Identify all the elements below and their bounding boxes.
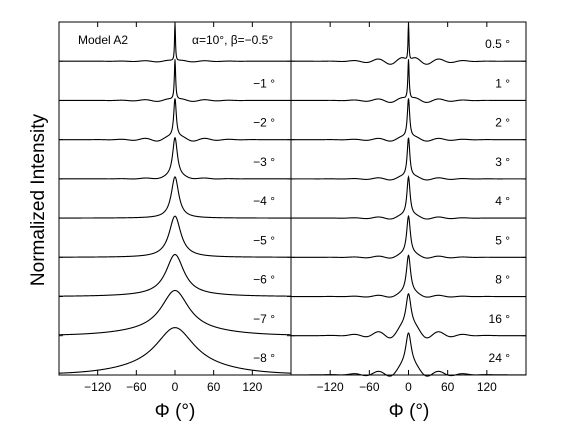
right-series-label: 5 ° (495, 233, 510, 247)
right-panel-curves (291, 22, 526, 377)
left-series-label: −2 ° (253, 116, 275, 130)
right-series-line (291, 254, 526, 298)
parameter-label: α=10°, β=−0.5° (192, 33, 273, 47)
left-series-line (59, 253, 291, 297)
left-series-label: −8 ° (253, 351, 275, 365)
left-series-line (59, 176, 291, 219)
left-series-label: −7 ° (253, 312, 275, 326)
left-series-label: −5 ° (253, 233, 275, 247)
right-x-tick-label: −120 (317, 380, 344, 394)
right-series-label: 2 ° (495, 116, 510, 130)
left-series-label: −1 ° (253, 76, 275, 90)
left-series-label: −6 ° (253, 273, 275, 287)
left-series-line (59, 215, 291, 258)
left-panel-labels: −1 ° −2 ° −3 ° −4 ° −5 ° −6 ° −7 ° −8 ° (253, 76, 275, 365)
left-series-line (59, 98, 291, 142)
left-x-tick-label: 60 (207, 380, 221, 394)
right-series-line (291, 292, 526, 339)
right-series-label: 0.5 ° (485, 37, 510, 51)
right-x-tick-label: 0 (405, 380, 412, 394)
right-series-line (291, 214, 526, 259)
y-axis-label: Normalized Intensity (28, 113, 49, 286)
left-x-axis-label: Φ (°) (155, 401, 196, 422)
right-x-axis-label: Φ (°) (389, 401, 430, 422)
right-series-label: 16 ° (489, 312, 511, 326)
left-x-tick-label: −120 (84, 380, 111, 394)
right-series-line (291, 137, 526, 181)
left-panel: −1 ° −2 ° −3 ° −4 ° −5 ° −6 ° −7 ° −8 ° −120 −60… (58, 21, 292, 422)
right-x-tick-label: −60 (359, 380, 380, 394)
left-series-label: −3 ° (253, 155, 275, 169)
right-x-ticks: −120 −60 0 60 120 (317, 22, 497, 394)
right-series-label: 3 ° (495, 155, 510, 169)
right-series-label: 1 ° (495, 76, 510, 90)
right-series-label: 24 ° (489, 351, 511, 365)
left-x-ticks: −120 −60 0 60 120 (84, 22, 263, 394)
left-x-tick-label: −60 (126, 380, 147, 394)
right-series-label: 8 ° (495, 273, 510, 287)
right-series-label: 4 ° (495, 194, 510, 208)
right-series-line (291, 175, 526, 220)
right-series-line (291, 59, 526, 103)
left-x-tick-label: 120 (242, 380, 262, 394)
right-series-line (291, 98, 526, 142)
right-x-tick-label: 120 (477, 380, 497, 394)
left-series-line (59, 136, 291, 180)
left-series-line (59, 59, 291, 102)
right-panel-labels: 0.5 ° 1 ° 2 ° 3 ° 4 ° 5 ° 8 ° 16 ° 24 ° (485, 37, 510, 365)
left-series-label: −4 ° (253, 194, 275, 208)
right-panel: 0.5 ° 1 ° 2 ° 3 ° 4 ° 5 ° 8 ° 16 ° 24 ° −120 −60 0… (290, 21, 527, 422)
left-x-tick-label: 0 (172, 380, 179, 394)
model-label: Model A2 (78, 33, 128, 47)
left-series-line (58, 289, 292, 336)
right-x-tick-label: 60 (441, 380, 455, 394)
